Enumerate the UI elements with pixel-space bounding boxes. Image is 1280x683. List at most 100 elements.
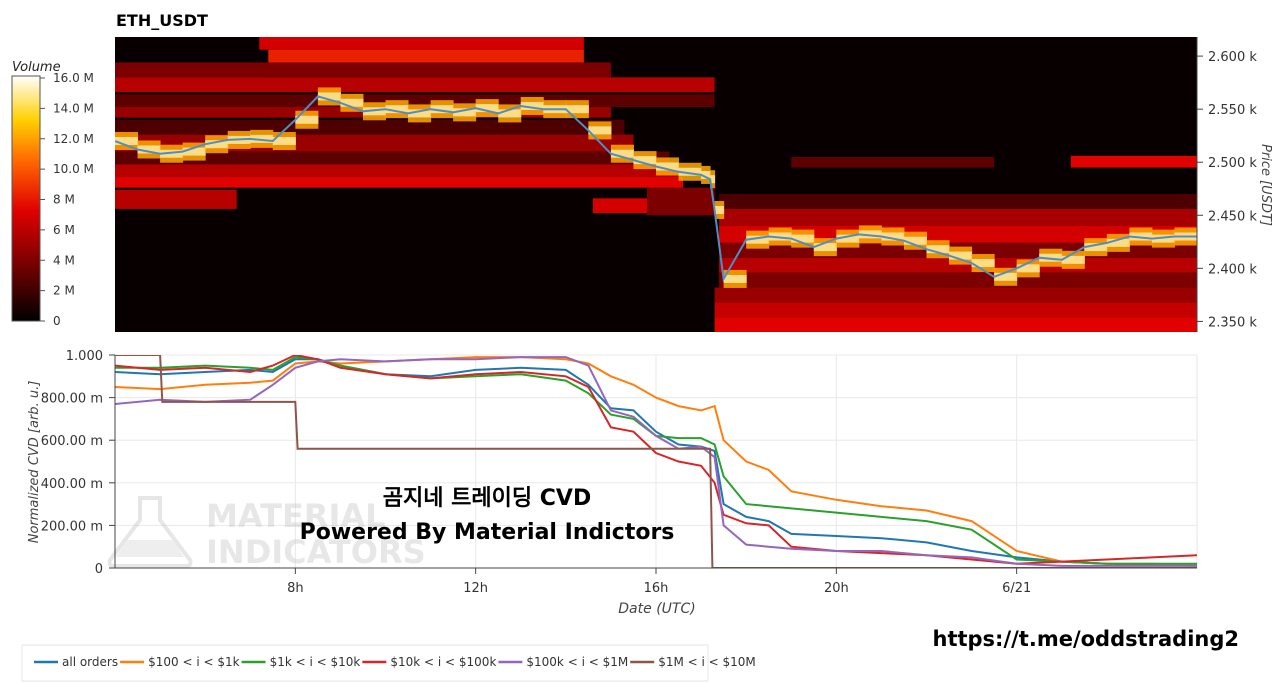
heatmap-peak-cell	[115, 136, 139, 145]
heatmap-band	[1070, 155, 1197, 168]
heatmap-band	[115, 151, 670, 165]
heatmap-peak-cell	[714, 205, 725, 214]
cvd-x-tick-label: 8h	[287, 581, 304, 596]
cvd-y-ticks: 1.000 800.00 m 600.00 m 400.00 m 200.00 m 0	[41, 349, 115, 577]
heatmap-band	[115, 164, 679, 178]
price-tick-label: 2.400 k	[1208, 262, 1257, 277]
heatmap-peak-cell	[340, 98, 364, 107]
cvd-y-tick-label: 800.00 m	[41, 392, 103, 407]
heatmap-band	[259, 37, 584, 50]
heatmap-band	[115, 177, 684, 188]
price-tick-label: 2.550 k	[1208, 103, 1257, 118]
colorbar-ticks: 16.0 M 14.0 M 12.0 M 10.0 M 8 M 6 M 4 M 2 M 0	[40, 71, 94, 328]
cvd-x-axis-label: Date (UTC)	[618, 601, 695, 617]
flask-liquid-icon	[116, 540, 184, 557]
heatmap-band	[268, 49, 584, 63]
heatmap-panel: 2.600 k 2.550 k 2.500 k 2.450 k 2.400 k 2.350…	[115, 37, 1273, 332]
heatmap-peak-cell	[1106, 238, 1130, 247]
colorbar-tick-label: 14.0 M	[53, 101, 94, 115]
heatmap-peak-cell	[520, 101, 544, 110]
price-axis-ticks: 2.600 k 2.550 k 2.500 k 2.450 k 2.400 k 2.350…	[1197, 50, 1257, 330]
heatmap-band	[719, 272, 1197, 288]
heatmap-peak-cell	[430, 105, 454, 114]
cvd-x-tick-label: 16h	[644, 581, 669, 596]
cvd-x-tick-label: 6/21	[1002, 581, 1031, 596]
heatmap-peak-cell	[1151, 234, 1175, 243]
price-line	[115, 95, 1197, 282]
colorbar-tick-label: 10.0 M	[53, 162, 94, 176]
heatmap-peak-cell	[565, 105, 589, 114]
cvd-series-line	[115, 356, 1197, 567]
legend-label: $1M < i < $10M	[658, 655, 756, 669]
heatmap-peak-cell	[317, 92, 341, 101]
legend-label: all orders	[62, 655, 118, 669]
price-tick-label: 2.450 k	[1208, 209, 1257, 224]
cvd-y-tick-label: 0	[95, 562, 103, 577]
heatmap-peak-cell	[610, 149, 634, 158]
heatmap-band	[115, 189, 237, 209]
legend-label: $10k < i < $100k	[390, 655, 496, 669]
heatmap-band	[646, 187, 715, 216]
heatmap-peak-cell	[408, 109, 432, 118]
cvd-series-line	[115, 355, 1197, 565]
heatmap-band	[115, 119, 625, 135]
cvd-x-ticks: 8h 12h 16h 20h 6/21	[287, 568, 1031, 596]
heatmap-peak-cell	[453, 108, 477, 117]
heatmap-peak-cell	[678, 167, 702, 176]
heatmap-band	[115, 107, 611, 118]
colorbar-tick-label: 12.0 M	[53, 132, 94, 146]
heatmap-peak-cell	[971, 259, 995, 268]
cvd-y-tick-label: 600.00 m	[41, 434, 103, 449]
colorbar-tick-label: 16.0 M	[53, 71, 94, 85]
heatmap-peak-cell	[994, 272, 1018, 281]
heatmap-peak-cell	[1016, 264, 1040, 273]
volume-colorbar: Volume 16.0 M 14.0 M 12.0 M 10.0 M 8 M 6 M 4 M…	[11, 60, 94, 328]
heatmap-peak-cell	[791, 234, 815, 243]
telegram-link[interactable]: https://t.me/oddstrading2	[933, 627, 1240, 651]
cvd-y-axis-label: Normalized CVD [arb. u.]	[27, 381, 42, 544]
heatmap-peak-cell	[903, 236, 927, 245]
heatmap-band	[719, 194, 1197, 209]
price-axis-label: Price [USDT]	[1258, 144, 1273, 226]
heatmap-peak-cell	[633, 156, 657, 165]
legend-label: $1k < i < $10k	[270, 655, 361, 669]
heatmap-peak-cell	[1129, 232, 1153, 241]
cvd-series-line	[115, 358, 1197, 567]
watermark-line1: MATERIAL	[206, 497, 386, 535]
heatmap-peak-cell	[768, 232, 792, 241]
cvd-x-tick-label: 12h	[463, 581, 488, 596]
watermark-line2: INDICATORS	[206, 533, 426, 571]
legend: all orders $100 < i < $1k $1k < i < $10k $1…	[21, 644, 756, 682]
heatmap-peak-cell	[1039, 253, 1063, 262]
cvd-x-tick-label: 20h	[824, 581, 849, 596]
heatmap-peak-cell	[1061, 255, 1085, 264]
heatmap-peak-cell	[858, 230, 882, 239]
heatmap-peak-cell	[385, 105, 409, 114]
heatmap-peak-cell	[1084, 243, 1108, 252]
heatmap-band	[115, 77, 715, 93]
heatmap-peak-cell	[137, 145, 161, 154]
legend-items: all orders $100 < i < $1k $1k < i < $10k $1…	[34, 655, 756, 669]
heatmap-peak-cell	[710, 175, 716, 184]
cvd-y-tick-label: 200.00 m	[41, 519, 103, 534]
cvd-y-tick-label: 1.000	[66, 349, 103, 364]
colorbar-gradient	[11, 75, 41, 322]
material-indicators-watermark: MATERIAL INDICATORS	[107, 496, 426, 571]
heatmap-peak-cell	[836, 234, 860, 243]
colorbar-tick-label: 0	[53, 314, 61, 328]
price-tick-label: 2.350 k	[1208, 315, 1257, 330]
heatmap-peak-cell	[295, 115, 319, 124]
cvd-series-line	[115, 356, 1197, 566]
heatmap-peak-cell	[498, 109, 522, 118]
cvd-series-line	[115, 355, 1197, 568]
heatmap-peak-cell	[949, 251, 973, 260]
heatmap-band	[714, 317, 1197, 332]
legend-label: $100 < i < $1k	[148, 655, 240, 669]
heatmap-peak-cell	[362, 107, 386, 116]
heatmap-peak-cell	[746, 235, 770, 244]
heatmap-peak-cell	[182, 147, 206, 156]
price-tick-label: 2.600 k	[1208, 50, 1257, 65]
heatmap-band	[719, 208, 1197, 226]
heatmap-peak-cell	[813, 243, 837, 252]
